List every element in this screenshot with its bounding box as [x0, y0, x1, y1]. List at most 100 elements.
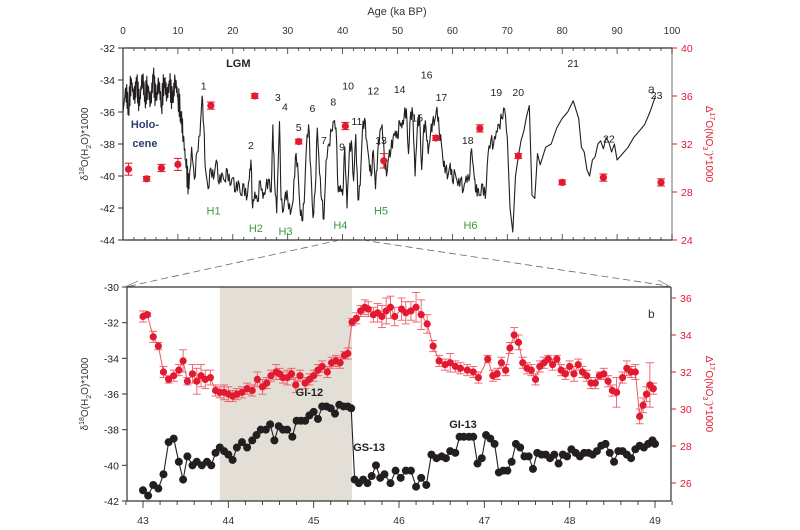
nitrate-data-point: [510, 331, 518, 339]
nitrate-sample-point: [207, 102, 215, 110]
d18o-data-point: [301, 416, 310, 425]
nitrate-data-point: [553, 355, 561, 363]
nitrate-data-point: [183, 377, 191, 385]
d18o-data-point: [266, 420, 275, 429]
nitrate-data-point: [412, 303, 420, 311]
y2-tick-label: 32: [680, 367, 692, 379]
d18o-data-point: [605, 448, 614, 457]
nitrate-data-point: [188, 370, 197, 378]
annotation-label: 22: [603, 133, 615, 145]
nitrate-data-point: [604, 377, 612, 385]
d18o-data-point: [412, 482, 421, 491]
annotation-label: H1: [207, 205, 221, 217]
panel-a-series: [122, 67, 666, 233]
annotation-label: 20: [512, 87, 524, 99]
d18o-data-point: [406, 466, 415, 475]
x-tick-label: 40: [337, 26, 349, 37]
y2-tick-label: 34: [680, 330, 692, 342]
nitrate-data-point: [154, 342, 162, 350]
nitrate-sample-point: [380, 157, 388, 165]
x-tick-label: 50: [392, 26, 404, 37]
right-y-axis-title: Δ17O(NO3-)*1000: [701, 356, 715, 433]
nitrate-sample-point: [514, 152, 522, 160]
y-tick-label: -38: [104, 425, 119, 437]
annotation-label: 5: [296, 122, 302, 134]
d18o-data-point: [169, 434, 178, 443]
nitrate-data-point: [636, 412, 644, 420]
d18o-data-point: [270, 436, 279, 445]
panel-a-axes: -32-34-36-38-40-42-444036322824δ18O(H2O)…: [79, 43, 715, 247]
annotation-label: 7: [321, 135, 327, 147]
d18o-data-point: [367, 472, 376, 481]
d18o-data-point: [331, 409, 339, 418]
x-tick-label: 48: [564, 515, 576, 527]
d18o-data-point: [248, 436, 257, 445]
d18o-data-point: [179, 475, 188, 484]
annotation-label: 10: [342, 81, 354, 93]
d18o-data-point: [601, 439, 610, 448]
d18o-data-point: [490, 439, 499, 448]
y2-tick-label: 36: [681, 91, 693, 103]
stadial-interstadial-label: GI-12: [296, 387, 324, 399]
d18o-data-point: [347, 404, 356, 413]
x-tick-label: 46: [393, 515, 405, 527]
panel-a: Age (ka BP) 0 10 20 30 40 50 60 70 80 90 100 -32 -3…: [79, 6, 715, 247]
annotation-label: 13: [375, 135, 387, 147]
y2-tick-label: 24: [681, 235, 693, 247]
nitrate-data-point: [544, 355, 552, 363]
nitrate-data-point: [574, 361, 582, 369]
d18o-data-point: [144, 491, 153, 500]
d18o-data-point: [651, 439, 659, 448]
panel-b: 43 44 45 46 47 48 49 -30 -32 -34 -36 -38 -40 -42 36 34 3…: [79, 282, 715, 527]
nitrate-data-point: [618, 373, 627, 382]
nitrate-data-point: [435, 357, 443, 365]
d18o-data-point: [391, 466, 400, 475]
d18o-data-point: [139, 486, 147, 495]
stadial-interstadial-label: GS-13: [353, 442, 385, 454]
nitrate-data-point: [474, 373, 482, 382]
x-tick-label: 44: [222, 515, 234, 527]
d18o-data-point: [554, 459, 563, 468]
x-tick-label: 43: [137, 515, 149, 527]
nitrate-data-point: [497, 359, 505, 367]
nitrate-data-point: [463, 366, 471, 374]
nitrate-data-point: [531, 375, 540, 383]
y-tick-label: -42: [100, 203, 115, 215]
y-tick-label: -32: [100, 43, 115, 55]
nitrate-data-point: [310, 372, 318, 380]
zoom-connector: [125, 239, 671, 288]
annotation-label: H2: [249, 223, 263, 235]
d18o-data-point: [283, 425, 292, 434]
x-tick-label: 20: [227, 26, 239, 37]
annotation-label: 4: [282, 101, 288, 113]
d18o-data-point: [627, 454, 636, 463]
annotation-label: 3: [275, 92, 281, 104]
d18o-data-point: [386, 479, 395, 488]
nitrate-data-point: [514, 338, 523, 346]
panel-b-axes: 43 44 45 46 47 48 49 -30 -32 -34 -36 -38 -40 -42 36 34 3…: [79, 282, 715, 527]
nitrate-data-point: [318, 362, 326, 371]
nitrate-data-point: [506, 344, 514, 352]
d18o-data-point: [232, 443, 241, 452]
x-tick-label: 45: [308, 515, 320, 527]
annotation-label: 19: [490, 87, 502, 99]
d18o-data-point: [380, 470, 389, 479]
d18o-data-point: [503, 466, 512, 475]
y-tick-label: -40: [100, 171, 115, 183]
top-x-axis-title: Age (ka BP): [367, 6, 426, 18]
annotation-label: 6: [309, 103, 315, 115]
nitrate-data-point: [591, 379, 599, 387]
d18o-data-point: [441, 454, 450, 463]
nitrate-data-point: [253, 375, 261, 383]
annotation-label: cene: [132, 138, 157, 150]
nitrate-data-point: [159, 368, 168, 376]
y-tick-label: -40: [104, 460, 119, 472]
nitrate-data-point: [248, 386, 256, 395]
nitrate-data-point: [469, 368, 477, 376]
annotation-label: 9: [339, 141, 345, 153]
nitrate-sample-point: [157, 164, 166, 172]
nitrate-data-point: [446, 359, 454, 367]
right-y-axis-title: Δ17O(NO3-)*1000: [701, 106, 715, 183]
nitrate-data-point: [175, 366, 183, 374]
